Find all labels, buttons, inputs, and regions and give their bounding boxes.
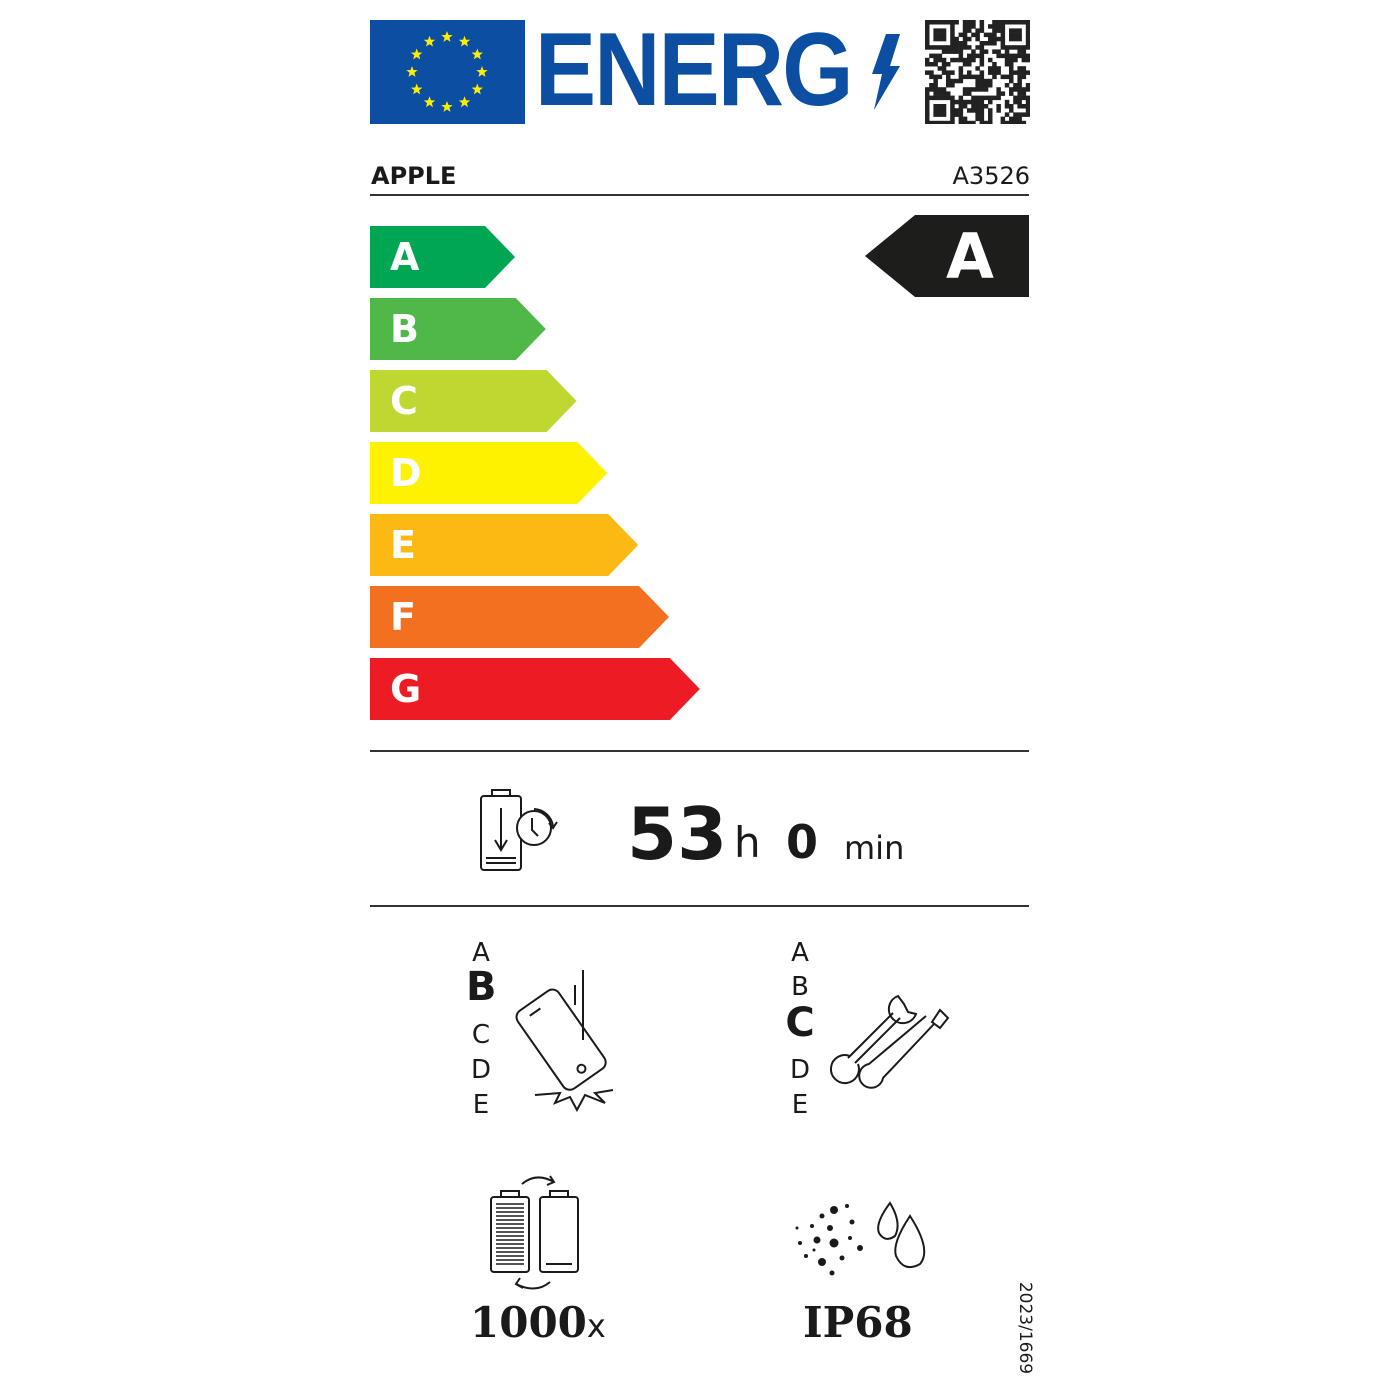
phone-drop-icon: [515, 970, 614, 1113]
lightning-icon: [872, 34, 900, 110]
energy-class-letter: E: [390, 523, 416, 567]
energy-class-letter: D: [390, 451, 422, 495]
eu-flag-logo: [370, 20, 525, 124]
energy-class-letter: G: [390, 667, 422, 711]
star-icon: [458, 35, 471, 47]
class-letter: D: [470, 1055, 492, 1085]
battery-endurance-icon: [480, 789, 558, 871]
class-letter: C: [785, 1000, 815, 1046]
energy-class-letter: A: [390, 235, 420, 279]
star-icon: [441, 31, 453, 42]
divider: [370, 194, 1029, 196]
energy-class-letter: C: [390, 379, 418, 423]
class-letter: B: [466, 964, 497, 1010]
class-letter: D: [789, 1055, 811, 1085]
energy-class-bar-g: G: [370, 658, 700, 720]
qr-code[interactable]: [925, 20, 1030, 124]
star-icon: [471, 83, 483, 95]
star-icon: [406, 66, 418, 77]
star-icon: [476, 66, 488, 77]
star-icon: [458, 96, 471, 108]
star-icon: [411, 48, 423, 60]
class-letter: E: [791, 1090, 809, 1120]
energy-class-bar-a: A: [370, 226, 515, 288]
hours-unit: h: [734, 818, 761, 867]
ingress-protection-rating: IP68: [803, 1298, 913, 1347]
energy-class-value: A: [946, 220, 994, 293]
divider: [370, 905, 1029, 907]
star-icon: [423, 96, 436, 108]
star-icon: [411, 83, 423, 95]
model-identifier: A3526: [952, 162, 1031, 190]
energy-class-indicator: [865, 215, 1029, 297]
dust-water-icon: [795, 1201, 926, 1276]
regulation-number: 2023/1669: [1015, 1281, 1035, 1375]
endurance-hours: 53: [627, 792, 728, 876]
class-letter: C: [471, 1020, 491, 1050]
energy-class-bar-e: E: [370, 514, 639, 576]
class-letter: A: [472, 938, 490, 968]
minutes-unit: min: [844, 829, 905, 867]
energy-class-bar-f: F: [370, 586, 669, 648]
energy-class-letter: F: [390, 595, 416, 639]
energy-class-letter: B: [390, 307, 419, 351]
star-icon: [471, 48, 483, 60]
divider: [370, 750, 1029, 752]
endurance-minutes: 0: [786, 815, 819, 869]
star-icon: [441, 101, 453, 112]
class-letter: B: [791, 972, 809, 1002]
class-letter: E: [472, 1090, 490, 1120]
energy-class-bar-d: D: [370, 442, 608, 504]
class-letter: A: [791, 938, 809, 968]
energy-logo-text: ENERG: [535, 12, 853, 128]
repair-tools-icon: [829, 994, 950, 1089]
battery-cycles-icon: [490, 1175, 579, 1290]
supplier-name: APPLE: [371, 162, 457, 190]
battery-cycles-value: 1000x: [470, 1298, 606, 1347]
energy-class-bar-b: B: [370, 298, 546, 360]
energy-class-bar-c: C: [370, 370, 577, 432]
star-icon: [423, 35, 436, 47]
